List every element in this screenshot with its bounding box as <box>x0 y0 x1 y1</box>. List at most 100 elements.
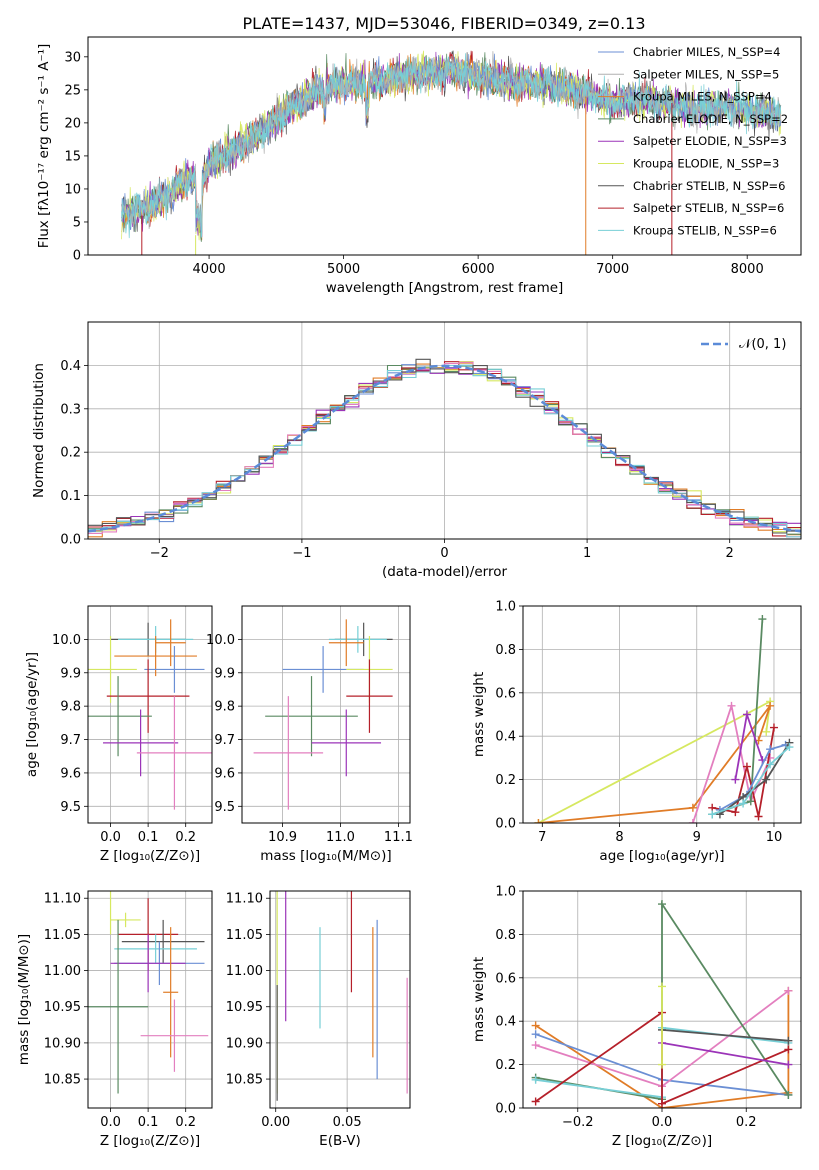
x-tick-label: 8 <box>615 830 623 845</box>
y-tick-label: 0.4 <box>60 359 81 374</box>
spectrum-legend: Chabrier MILES, N_SSP=4 Salpeter MILES, N… <box>598 45 788 237</box>
x-axis-label: wavelength [Angstrom, rest frame] <box>326 280 564 296</box>
y-tick-label: 9.6 <box>60 766 81 781</box>
y-tick-label: 0.0 <box>495 1102 516 1117</box>
y-axis-label: mass weight <box>471 957 487 1042</box>
y-axis-label: age [log₁₀(age/yr)] <box>24 652 40 777</box>
weight-marker <box>531 1075 540 1084</box>
weight-marker <box>785 743 794 752</box>
weight-marker <box>746 797 755 806</box>
y-tick-label: 9.7 <box>60 733 81 748</box>
x-tick-label: 0.0 <box>652 1115 673 1130</box>
weight-marker <box>762 727 771 736</box>
y-axis-label: mass weight <box>471 672 487 757</box>
weight-marker <box>754 812 763 821</box>
axes-frame <box>269 890 411 1109</box>
x-tick-label: 1 <box>583 546 591 561</box>
errorbar-point <box>328 626 387 653</box>
x-tick-label: 0.0 <box>100 1115 121 1130</box>
y-tick-label: 0.4 <box>495 1015 516 1030</box>
x-axis-label: Z [log₁₀(Z/Z⊙)] <box>100 848 200 864</box>
axes-frame <box>87 605 213 824</box>
weight-marker <box>658 1099 666 1108</box>
weight-marker <box>766 760 775 769</box>
legend-label: Kroupa STELIB, N_SSP=6 <box>633 223 777 237</box>
y-tick-label: 0.0 <box>60 533 81 548</box>
errorbar-point <box>155 619 186 667</box>
y-tick-label: 11.10 <box>44 892 81 907</box>
y-tick-label: 9.6 <box>214 766 235 781</box>
y-tick-label: 25 <box>64 83 81 98</box>
histogram-chabrier_stelib <box>88 358 801 534</box>
y-tick-label: 1.0 <box>495 885 516 900</box>
y-tick-label: 9.7 <box>214 733 235 748</box>
y-axis-label: Flux [fλ10⁻¹⁷ erg cm⁻² s⁻¹ A⁻¹] <box>36 44 52 249</box>
y-tick-label: 10 <box>64 182 81 197</box>
figure-title: PLATE=1437, MJD=53046, FIBERID=0349, z=0… <box>242 14 645 33</box>
x-tick-label: 0.1 <box>138 1115 159 1130</box>
x-axis-label: E(B-V) <box>319 1133 361 1149</box>
x-axis-label: Z [log₁₀(Z/Z⊙)] <box>100 1133 200 1149</box>
x-tick-label: 9 <box>693 830 701 845</box>
y-tick-label: 10.95 <box>226 1000 263 1015</box>
x-tick-label: 5000 <box>327 262 360 277</box>
y-tick-label: 0.6 <box>495 686 516 701</box>
y-tick-label: 5 <box>73 215 81 230</box>
weight-marker <box>739 799 748 808</box>
weight-marker <box>784 986 793 995</box>
y-tick-label: 30 <box>64 50 81 65</box>
legend-label: Chabrier MILES, N_SSP=4 <box>633 45 780 59</box>
weight-series-line <box>661 1029 789 1042</box>
weight-marker <box>658 900 666 909</box>
y-tick-label: 9.9 <box>60 666 81 681</box>
y-tick-label: 0.6 <box>495 971 516 986</box>
y-tick-label: 0.2 <box>495 773 516 788</box>
plot-area <box>534 615 794 823</box>
errorbar-point <box>121 919 205 964</box>
plot-area <box>253 619 393 810</box>
x-tick-label: 0.00 <box>261 1115 290 1130</box>
x-tick-label: 8000 <box>731 262 764 277</box>
weight-marker <box>766 701 775 710</box>
y-tick-label: 10.85 <box>44 1073 81 1088</box>
errorbar-point <box>88 676 152 757</box>
errorbar-point <box>110 934 186 993</box>
errorbar-point <box>88 636 137 703</box>
legend-label: Chabrier ELODIE, N_SSP=2 <box>633 112 788 126</box>
y-tick-label: 11.05 <box>44 928 81 943</box>
weight-marker <box>688 803 697 812</box>
weight-series-line <box>538 705 771 823</box>
y-tick-label: 10.0 <box>206 633 235 648</box>
legend-label: 𝒩(0, 1) <box>739 337 786 352</box>
x-tick-label: −1 <box>292 546 311 561</box>
x-tick-label: 2 <box>726 546 734 561</box>
weight-marker <box>784 1060 793 1069</box>
x-axis-label: age [log₁₀(age/yr)] <box>599 848 724 864</box>
x-tick-label: 0.1 <box>138 830 159 845</box>
y-tick-label: 11.00 <box>44 964 81 979</box>
weight-series-line <box>711 746 791 816</box>
y-tick-label: 9.9 <box>214 666 235 681</box>
weight-marker <box>769 723 778 732</box>
legend-label: Salpeter ELODIE, N_SSP=3 <box>633 134 787 148</box>
axes-frame <box>522 605 802 824</box>
weight-series-line <box>661 1042 789 1066</box>
spectrum-panel: 4000 5000 6000 7000 8000 0 5 10 15 20 25 30 waveleng… <box>36 36 802 296</box>
y-tick-label: 9.5 <box>214 800 235 815</box>
x-tick-label: 10 <box>766 830 783 845</box>
x-tick-label: −0.2 <box>562 1115 594 1130</box>
errorbar-point <box>140 999 209 1072</box>
plot-area <box>276 891 408 1101</box>
y-tick-label: 0.0 <box>495 817 516 832</box>
weight-marker <box>784 1036 793 1045</box>
axes-frame <box>87 890 213 1109</box>
x-axis-label: Z [log₁₀(Z/Z⊙)] <box>612 1133 712 1149</box>
y-tick-label: 0.8 <box>495 643 516 658</box>
x-tick-label: 11.1 <box>384 830 413 845</box>
weight-marker <box>784 1045 793 1054</box>
weight-marker <box>708 810 717 819</box>
weight-marker <box>531 1030 540 1039</box>
errorbar-point <box>163 927 179 1058</box>
errorbar-point <box>346 659 393 733</box>
errorbar-point <box>103 709 179 777</box>
